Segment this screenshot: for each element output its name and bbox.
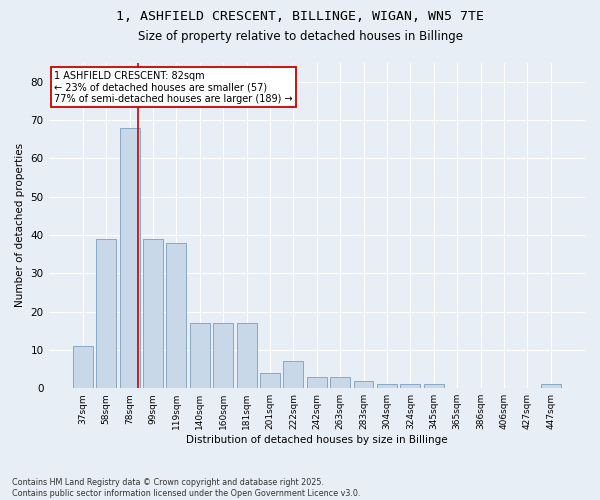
X-axis label: Distribution of detached houses by size in Billinge: Distribution of detached houses by size …: [186, 435, 448, 445]
Bar: [330, 376, 350, 388]
Bar: [260, 373, 280, 388]
Text: 1, ASHFIELD CRESCENT, BILLINGE, WIGAN, WN5 7TE: 1, ASHFIELD CRESCENT, BILLINGE, WIGAN, W…: [116, 10, 484, 23]
Bar: [97, 239, 116, 388]
Text: 1 ASHFIELD CRESCENT: 82sqm
← 23% of detached houses are smaller (57)
77% of semi: 1 ASHFIELD CRESCENT: 82sqm ← 23% of deta…: [54, 70, 293, 104]
Text: Size of property relative to detached houses in Billinge: Size of property relative to detached ho…: [137, 30, 463, 43]
Bar: [120, 128, 140, 388]
Bar: [541, 384, 560, 388]
Bar: [143, 239, 163, 388]
Bar: [307, 376, 327, 388]
Bar: [73, 346, 93, 388]
Bar: [377, 384, 397, 388]
Bar: [213, 323, 233, 388]
Bar: [166, 242, 187, 388]
Bar: [353, 380, 373, 388]
Text: Contains HM Land Registry data © Crown copyright and database right 2025.
Contai: Contains HM Land Registry data © Crown c…: [12, 478, 361, 498]
Bar: [283, 362, 304, 388]
Y-axis label: Number of detached properties: Number of detached properties: [15, 144, 25, 308]
Bar: [400, 384, 420, 388]
Bar: [190, 323, 210, 388]
Bar: [424, 384, 443, 388]
Bar: [236, 323, 257, 388]
